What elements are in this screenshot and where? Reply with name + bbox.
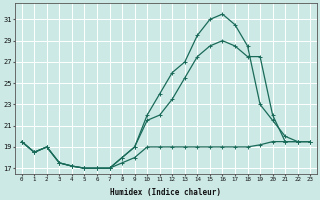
X-axis label: Humidex (Indice chaleur): Humidex (Indice chaleur): [110, 188, 221, 197]
